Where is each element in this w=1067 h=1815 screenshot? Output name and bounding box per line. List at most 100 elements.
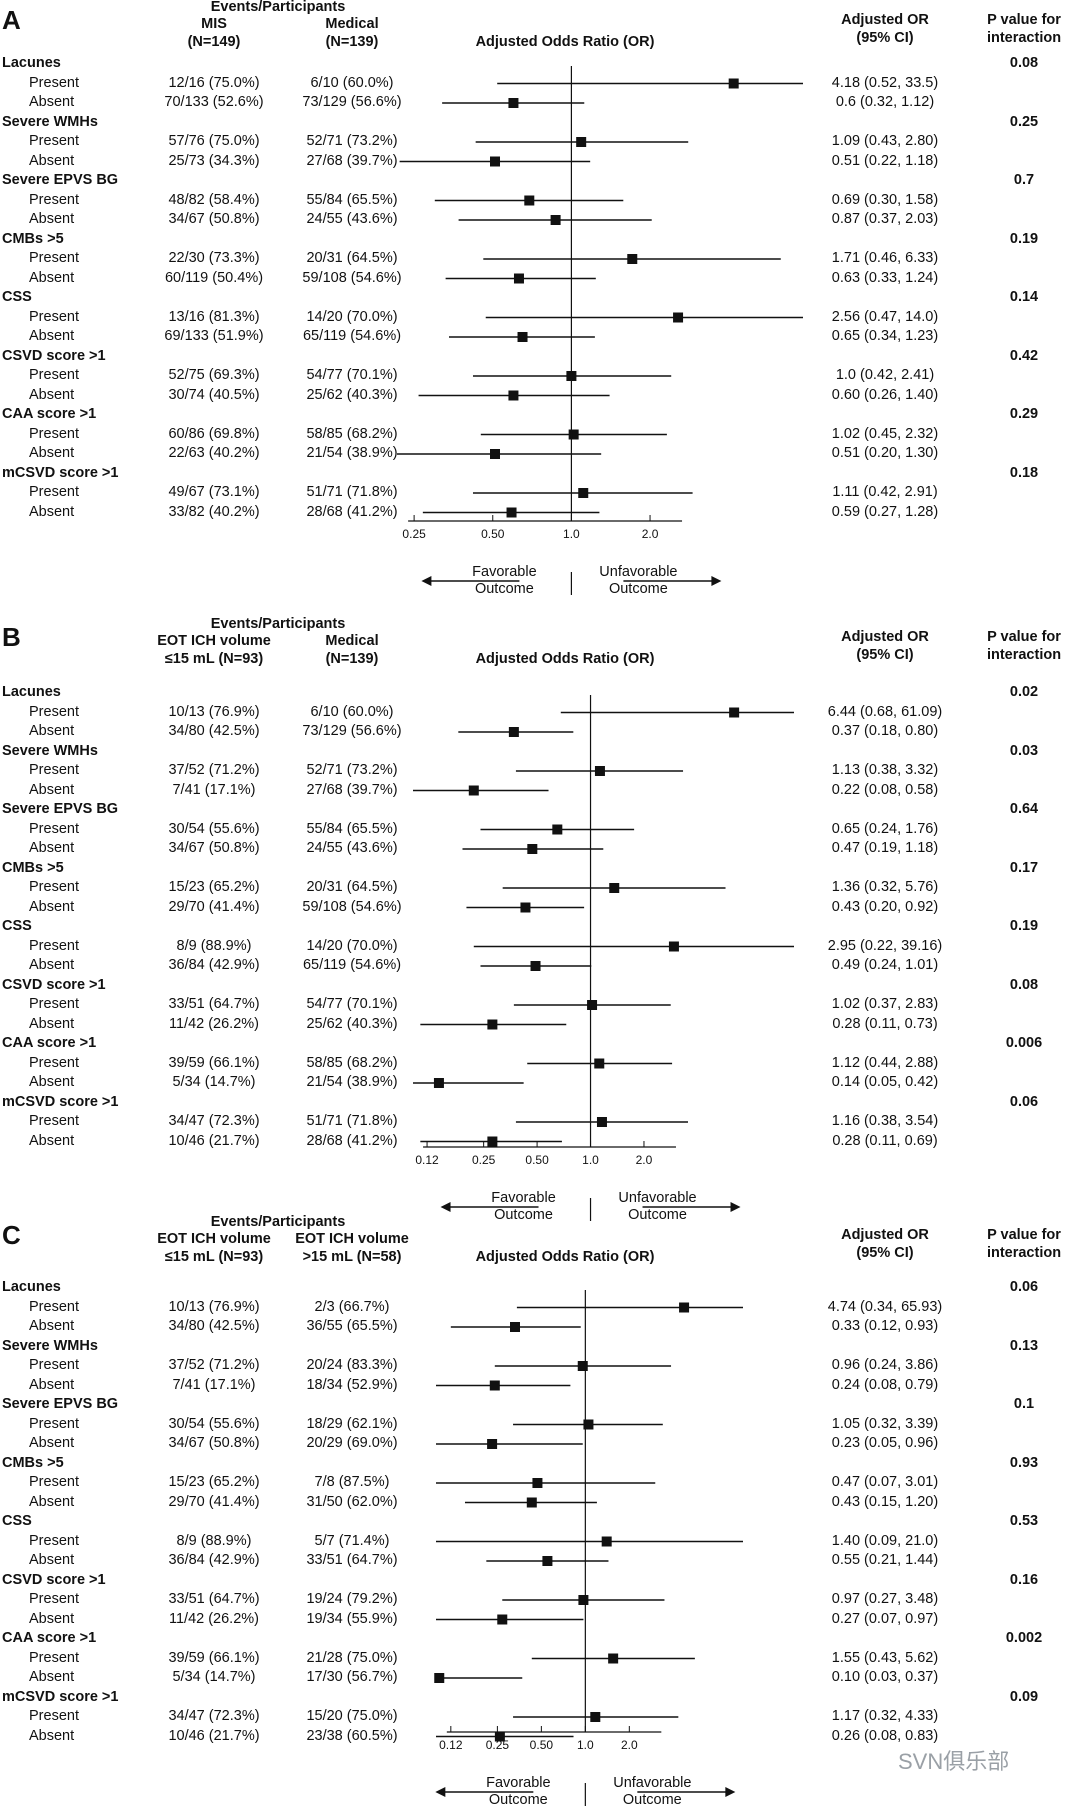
or-ci-text: 0.59 (0.27, 1.28) [831,503,939,520]
events-col1: 22/30 (73.3%) [168,250,260,266]
events-col1: 48/82 (58.4%) [168,191,260,208]
row-label: Present [29,250,79,266]
row-label: Absent [29,1493,75,1510]
row-label: Absent [29,94,75,110]
events-col2: 36/55 (65.5%) [306,1318,398,1334]
point-estimate-marker [596,1117,607,1127]
point-estimate-marker [526,1497,537,1508]
events-col1: 10/13 (76.9%) [168,703,260,720]
header-col1-line1: MIS [201,16,227,32]
events-col1: 33/51 (64.7%) [168,1591,260,1607]
x-tick-label: 2.0 [641,527,659,541]
events-col1: 13/16 (81.3%) [168,308,260,325]
p-interaction: 0.18 [1009,464,1039,481]
forest-panel-b: B Events/Participants EOT ICH volume ≤15 mL… [0,617,1067,1222]
point-estimate-marker [542,1556,553,1566]
events-col1: 60/119 (50.4%) [164,269,264,286]
p-interaction: 0.006 [1005,1035,1043,1051]
group-label: CSVD score >1 [2,976,106,993]
row-label: Present [29,74,79,91]
point-estimate-marker [601,1536,612,1547]
or-ci-text: 1.12 (0.44, 2.88) [831,1054,939,1071]
row-label: Absent [29,1376,75,1393]
x-tick-label: 1.0 [563,527,580,541]
events-col1: 34/80 (42.5%) [168,1318,260,1334]
unfavorable-label-line2: Outcome [608,581,668,597]
group-label: CAA score >1 [2,1035,97,1051]
or-ci-text: 0.6 (0.32, 1.12) [835,94,935,110]
p-interaction: 0.06 [1009,1093,1039,1110]
events-col2: 52/71 (73.2%) [306,762,398,778]
row-label: Absent [29,503,75,520]
row-label: Present [29,703,79,720]
row-label: Absent [29,1015,75,1032]
or-ci-text: 0.69 (0.30, 1.58) [831,191,939,208]
events-col1: 8/9 (88.9%) [176,937,252,954]
x-tick-label: 0.50 [529,1738,554,1752]
p-interaction: 0.42 [1009,347,1039,364]
row-label: Absent [29,445,75,461]
or-ci-text: 0.65 (0.34, 1.23) [831,328,939,344]
events-col1: 29/70 (41.4%) [168,898,260,915]
events-col2: 6/10 (60.0%) [310,703,394,720]
unfavorable-label-line1: Unfavorable [613,1775,692,1791]
or-ci-text: 0.60 (0.26, 1.40) [831,386,939,403]
point-estimate-marker [506,507,517,518]
events-col2: 20/31 (64.5%) [306,250,398,266]
row-label: Present [29,1649,79,1666]
events-col1: 49/67 (73.1%) [168,484,260,500]
events-col1: 34/67 (50.8%) [168,211,260,227]
forest-plot-svg [413,695,794,1221]
point-estimate-marker [668,941,679,952]
events-col2: 54/77 (70.1%) [306,996,398,1012]
events-col2: 28/68 (41.2%) [306,503,398,520]
point-estimate-marker [520,902,531,913]
events-col1: 15/23 (65.2%) [168,879,260,895]
watermark-text: SVN俱乐部 [898,1749,1010,1774]
row-label: Absent [29,840,75,856]
events-col2: 59/108 (54.6%) [302,898,402,915]
group-label: CSS [2,918,32,934]
events-col2: 65/119 (54.6%) [302,957,402,973]
events-col2: 31/50 (62.0%) [306,1493,398,1510]
events-col1: 7/41 (17.1%) [172,1376,256,1393]
events-col1: 5/34 (14.7%) [172,1669,256,1685]
header-p-line2: interaction [986,647,1062,663]
events-col1: 11/42 (26.2%) [168,1015,260,1032]
forest-panel-a: A Events/Participants MIS (N=149) Medical (N=… [0,0,1067,600]
or-ci-text: 0.10 (0.03, 0.37) [831,1669,939,1685]
events-col2: 73/129 (56.6%) [302,94,402,110]
or-ci-text: 0.55 (0.21, 1.44) [831,1552,939,1568]
point-estimate-marker [577,1361,588,1371]
events-col2: 23/38 (60.5%) [306,1727,398,1744]
row-label: Absent [29,152,75,169]
point-estimate-marker [627,254,638,264]
point-estimate-marker [679,1302,690,1313]
events-col1: 33/82 (40.2%) [168,503,260,520]
row-label: Present [29,1474,79,1490]
or-ci-text: 0.49 (0.24, 1.01) [831,957,939,973]
header-plot-title: Adjusted Odds Ratio (OR) [475,651,655,667]
row-label: Absent [29,1435,75,1451]
or-ci-text: 1.0 (0.42, 2.41) [835,367,935,383]
x-tick-label: 0.25 [402,527,426,541]
header-col1-line1: EOT ICH volume [157,633,271,649]
favorable-label-line2: Outcome [488,1792,548,1808]
events-col1: 22/63 (40.2%) [168,445,260,461]
events-col1: 10/46 (21.7%) [168,1132,260,1149]
or-ci-text: 0.51 (0.22, 1.18) [831,152,939,169]
row-label: Absent [29,1132,75,1149]
or-ci-text: 0.33 (0.12, 0.93) [831,1318,939,1334]
p-interaction: 0.19 [1009,918,1039,934]
forest-panel-c: C Events/Participants EOT ICH volume ≤15 mL… [0,1215,1067,1807]
p-interaction: 0.02 [1009,684,1039,700]
or-ci-text: 1.09 (0.43, 2.80) [831,133,939,149]
unfavorable-label-line1: Unfavorable [599,564,678,580]
row-label: Absent [29,1318,75,1334]
events-col1: 29/70 (41.4%) [168,1493,260,1510]
x-tick-label: 2.0 [635,1153,653,1167]
point-estimate-marker [587,1000,598,1010]
events-col1: 52/75 (69.3%) [168,367,260,383]
or-ci-text: 0.27 (0.07, 0.97) [831,1610,939,1627]
events-col2: 54/77 (70.1%) [306,367,398,383]
